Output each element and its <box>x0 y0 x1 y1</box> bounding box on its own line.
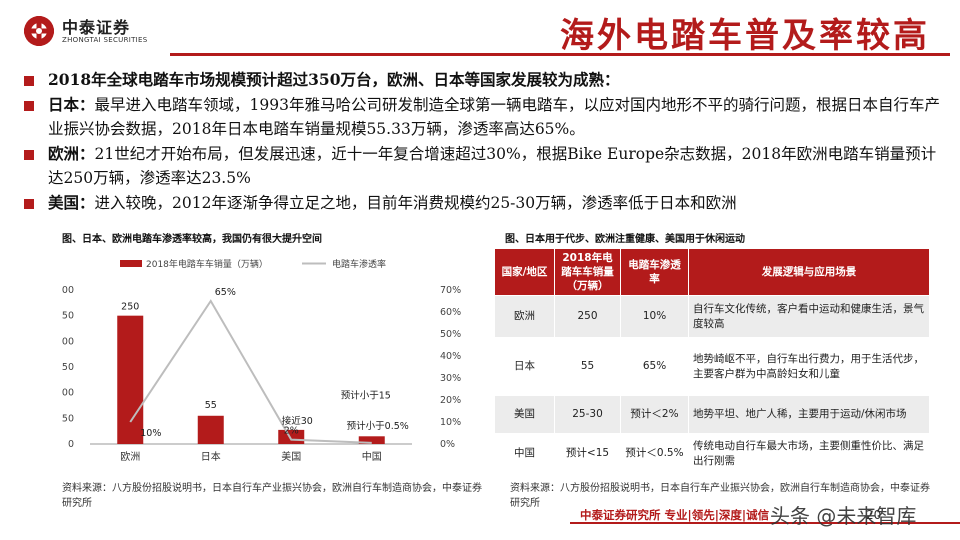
table-source-note: 资料来源：八方股份招股说明书，日本自行车产业振兴协会，欧洲自行车制造商协会，中泰… <box>510 483 930 509</box>
y-left-tick-label: 50 <box>62 413 74 424</box>
bullet-japan: 日本：最早进入电踏车领域，1993年雅马哈公司研发制造全球第一辆电踏车，以应对国… <box>22 93 942 142</box>
table-cell: 美国 <box>494 395 555 434</box>
bullet-usa: 美国：进入较晚，2012年逐渐争得立足之地，目前年消费规模约25-30万辆，渗透… <box>22 191 942 216</box>
x-category-label: 中国 <box>362 450 382 463</box>
y-right-tick-label: 40% <box>440 351 461 362</box>
table-cell: 中国 <box>494 433 555 474</box>
table-cell: 自行车文化传统，客户看中运动和健康生活，景气度较高 <box>688 295 930 338</box>
table-cell: 10% <box>620 295 689 338</box>
y-right-tick-label: 0% <box>440 439 455 450</box>
x-category-label: 日本 <box>201 450 221 463</box>
bar-data-label: 接近30 <box>282 415 313 427</box>
table-cell: 55 <box>554 337 621 396</box>
line-penetration <box>129 299 372 444</box>
y-right-tick-label: 50% <box>440 329 461 340</box>
bullet-japan-label: 日本： <box>48 94 95 114</box>
x-category-label: 美国 <box>281 450 301 463</box>
line-data-label: 预计小于0.5% <box>347 420 409 432</box>
y-right-tick-label: 30% <box>440 373 461 384</box>
table-header-row: 国家/地区 2018年电踏车车销量（万辆） 电踏车渗透率 发展逻辑与应用场景 <box>494 248 930 296</box>
y-left-tick-label: 100 <box>62 388 74 399</box>
bar-data-label: 250 <box>121 302 139 313</box>
bullet-square-icon <box>24 149 34 160</box>
table-cell: 地势崎岖不平，自行车出行费力，用于生活代步，主要客户群为中高龄妇女和儿童 <box>688 337 930 396</box>
y-right-tick-label: 10% <box>440 417 461 428</box>
table-row: 日本 55 65% 地势崎岖不平，自行车出行费力，用于生活代步，主要客户群为中高… <box>494 337 930 396</box>
page-title: 海外电踏车普及率较高 <box>560 16 930 56</box>
table-cell: 250 <box>554 295 621 338</box>
footer-slogan: 中泰证券研究所 专业|领先|深度|诚信 <box>580 508 770 522</box>
bar-sales <box>358 436 385 444</box>
legend-swatch-sales <box>120 260 142 267</box>
table-cell: 日本 <box>494 337 555 396</box>
table-cell: 65% <box>620 337 689 396</box>
bullet-square-icon <box>24 198 34 209</box>
zhongtai-logo-icon <box>24 16 54 46</box>
y-left-tick-label: 200 <box>62 336 74 347</box>
country-comparison-table: 国家/地区 2018年电踏车车销量（万辆） 电踏车渗透率 发展逻辑与应用场景 欧… <box>494 248 930 474</box>
line-data-label: 10% <box>140 428 161 439</box>
y-right-tick-label: 20% <box>440 395 461 406</box>
table-cell: 欧洲 <box>494 295 555 338</box>
table-row: 中国 预计<15 预计＜0.5% 传统电动自行车最大市场，主要侧重性价比、满足出… <box>494 433 930 474</box>
table-cell: 预计<15 <box>554 433 621 474</box>
line-data-label: 2% <box>284 426 299 437</box>
bar-data-label: 预计小于15 <box>341 389 391 401</box>
legend-label-penetration: 电踏车渗透率 <box>332 258 386 270</box>
chart-source-note: 资料来源：八方股份招股说明书，日本自行车产业振兴协会，欧洲自行车制造商协会，中泰… <box>62 483 482 509</box>
table-cell: 预计＜2% <box>620 395 689 434</box>
logo-chinese-name: 中泰证券 <box>62 18 131 37</box>
bullet-europe-label: 欧洲： <box>48 143 95 163</box>
table-header-cell: 电踏车渗透率 <box>620 248 689 296</box>
bullet-europe-text: 21世纪才开始布局，但发展迅速，近十一年复合增速超过30%，根据Bike Eur… <box>48 144 937 188</box>
bar-sales <box>117 315 144 444</box>
bullet-usa-text: 进入较晚，2012年逐渐争得立足之地，目前年消费规模约25-30万辆，渗透率低于… <box>94 193 737 212</box>
table-header-cell: 2018年电踏车车销量（万辆） <box>554 248 621 296</box>
bullet-usa-label: 美国： <box>48 192 95 212</box>
legend-label-sales: 2018年电踏车车销量（万辆） <box>146 258 268 270</box>
page-number: 20 <box>866 508 882 522</box>
table-cell: 地势平坦、地广人稀，主要用于运动/休闲市场 <box>688 395 930 434</box>
bullet-europe: 欧洲：21世纪才开始布局，但发展迅速，近十一年复合增速超过30%，根据Bike … <box>22 142 942 191</box>
y-left-tick-label: 150 <box>62 362 74 373</box>
y-left-tick-label: 250 <box>62 311 74 322</box>
table-header-cell: 国家/地区 <box>494 248 555 296</box>
table-row: 美国 25-30 预计＜2% 地势平坦、地广人稀，主要用于运动/休闲市场 <box>494 395 930 434</box>
bullet-list: 2018年全球电踏车市场规模预计超过350万台，欧洲、日本等国家发展较为成熟： … <box>22 68 942 215</box>
chart-caption: 图、日本、欧洲电踏车渗透率较高，我国仍有很大提升空间 <box>62 234 322 245</box>
bullet-intro-text: 2018年全球电踏车市场规模预计超过350万台，欧洲、日本等国家发展较为成熟： <box>48 70 620 89</box>
bullet-square-icon <box>24 76 34 86</box>
title-bar: 海外电踏车普及率较高 <box>170 8 950 56</box>
page-header: 中泰证券 ZHONGTAI SECURITIES 海外电踏车普及率较高 <box>0 0 960 62</box>
y-right-tick-label: 70% <box>440 285 461 296</box>
table-row: 欧洲 250 10% 自行车文化传统，客户看中运动和健康生活，景气度较高 <box>494 295 930 338</box>
bullet-intro: 2018年全球电踏车市场规模预计超过350万台，欧洲、日本等国家发展较为成熟： <box>22 68 942 93</box>
y-left-tick-label: 0 <box>68 439 74 450</box>
company-logo: 中泰证券 ZHONGTAI SECURITIES <box>22 12 152 52</box>
bullet-japan-text: 最早进入电踏车领域，1993年雅马哈公司研发制造全球第一辆电踏车，以应对国内地形… <box>48 95 940 139</box>
table-cell: 25-30 <box>554 395 621 434</box>
table-cell: 预计＜0.5% <box>620 433 689 474</box>
y-right-tick-label: 60% <box>440 307 461 318</box>
bar-data-label: 55 <box>205 400 217 411</box>
bullet-square-icon <box>24 100 34 111</box>
logo-english-name: ZHONGTAI SECURITIES <box>62 36 148 44</box>
x-category-label: 欧洲 <box>120 451 140 463</box>
footer-divider <box>570 522 960 524</box>
table-header-cell: 发展逻辑与应用场景 <box>688 248 930 296</box>
bar-sales <box>197 415 224 444</box>
sales-penetration-chart: 2018年电踏车车销量（万辆） 电踏车渗透率 0 50 100 150 200 250 300 0… <box>62 258 461 463</box>
table-caption: 图、日本用于代步、欧洲注重健康、美国用于休闲运动 <box>505 234 745 245</box>
watermark: 头条 @未来智库 <box>770 504 917 528</box>
line-data-label: 65% <box>215 287 236 298</box>
y-left-tick-label: 300 <box>62 285 74 296</box>
table-cell: 传统电动自行车最大市场，主要侧重性价比、满足出行刚需 <box>688 433 930 474</box>
